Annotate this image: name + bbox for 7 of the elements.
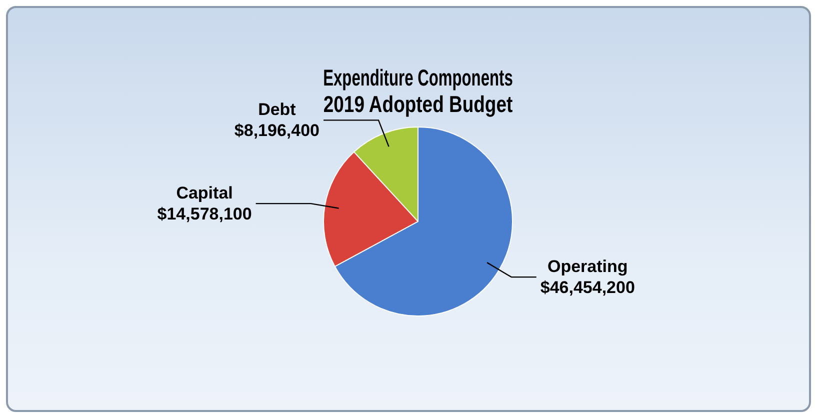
- chart-title: Expenditure Components 2019 Adopted Budget: [323, 66, 513, 118]
- data-label: $14,578,100: [157, 204, 252, 224]
- data-label: $8,196,400: [234, 120, 320, 140]
- slice-label: Operating: [547, 256, 628, 276]
- data-label: $46,454,200: [540, 278, 635, 297]
- slice-label: Capital: [176, 183, 233, 202]
- slice-label: Debt: [258, 100, 296, 119]
